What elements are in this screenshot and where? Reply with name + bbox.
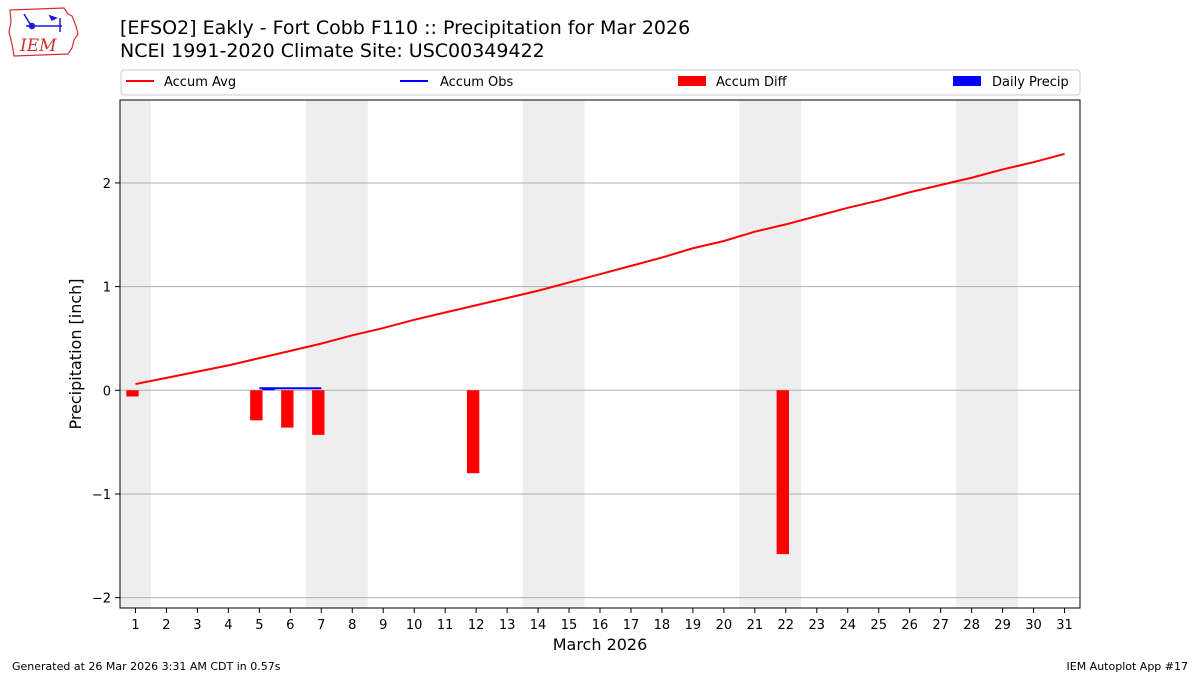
x-tick-label: 21 [747, 618, 764, 633]
title-line-1: [EFSO2] Eakly - Fort Cobb F110 :: Precip… [120, 17, 691, 39]
weekend-shading [120, 100, 1019, 608]
legend-label-accum-obs: Accum Obs [440, 75, 513, 90]
footer-app: IEM Autoplot App #17 [1066, 660, 1189, 673]
x-tick-label: 27 [932, 618, 949, 633]
iem-logo-text: IEM [19, 36, 57, 56]
x-tick-label: 25 [870, 618, 887, 633]
weather-station-icon [23, 13, 62, 32]
weekend-band-3 [739, 100, 802, 608]
accum-diff-bar [466, 390, 480, 474]
accum-diff-bar [281, 390, 294, 428]
x-tick-label: 2 [162, 618, 170, 633]
x-tick-label: 23 [809, 618, 826, 633]
x-tick-label: 9 [379, 618, 387, 633]
x-tick-label: 24 [839, 618, 856, 633]
x-tick-label: 22 [778, 618, 795, 633]
y-tick-label: 2 [103, 177, 111, 192]
x-tick-label: 3 [193, 618, 201, 633]
y-tick-label: 0 [103, 384, 111, 399]
series-lines [135, 152, 1065, 390]
x-tick-label: 14 [530, 618, 547, 633]
x-tick-label: 20 [716, 618, 733, 633]
x-tick-label: 28 [963, 618, 980, 633]
x-tick-label: 6 [286, 618, 294, 633]
weekend-band-0 [120, 100, 151, 608]
x-tick-label: 15 [561, 618, 578, 633]
iem-logo: IEM [8, 7, 79, 57]
footer-generated: Generated at 26 Mar 2026 3:31 AM CDT in … [12, 660, 281, 673]
x-tick-label: 4 [224, 618, 232, 633]
x-tick-label: 11 [437, 618, 454, 633]
legend-swatch-daily-precip [953, 76, 981, 86]
x-axis-ticks: 1 2 3 4 5 6 7 8 9 10 11 12 13 14 15 16 17 18 19 20 21 22 23 24 2… [131, 608, 1073, 633]
legend-label-accum-avg: Accum Avg [164, 75, 236, 90]
accum-diff-bar [250, 390, 263, 421]
x-tick-label: 16 [592, 618, 609, 633]
y-gridlines [120, 182, 1080, 599]
x-tick-label: 5 [255, 618, 263, 633]
weekend-band-2 [522, 100, 585, 608]
x-tick-label: 10 [406, 618, 423, 633]
x-tick-label: 8 [348, 618, 356, 633]
legend-label-daily-precip: Daily Precip [992, 75, 1069, 90]
accum-diff-bar [126, 390, 139, 397]
x-tick-label: 31 [1056, 618, 1073, 633]
y-axis-ticks: −2 −1 0 1 2 [92, 177, 120, 607]
x-tick-label: 29 [994, 618, 1011, 633]
x-tick-label: 17 [623, 618, 640, 633]
x-tick-label: 18 [654, 618, 671, 633]
title-line-2: NCEI 1991-2020 Climate Site: USC00349422 [120, 40, 545, 62]
accum-avg-line [135, 152, 1065, 386]
weekend-band-4 [956, 100, 1019, 608]
x-tick-label: 7 [317, 618, 325, 633]
x-tick-label: 19 [685, 618, 702, 633]
accum-diff-bar [776, 390, 789, 555]
accum-diff-bar [312, 390, 325, 435]
plot-frame [119, 99, 1081, 609]
y-tick-label: −1 [92, 488, 111, 503]
daily-precip-bar [262, 388, 275, 391]
legend: Accum Avg Accum Obs Accum Diff Daily Pre… [120, 69, 1081, 96]
x-tick-label: 13 [499, 618, 516, 633]
x-axis-label: March 2026 [553, 635, 648, 654]
legend-swatch-accum-diff [678, 76, 706, 86]
x-tick-label: 30 [1025, 618, 1042, 633]
y-tick-label: −2 [92, 592, 111, 607]
legend-box [120, 69, 1081, 96]
x-tick-label: 1 [131, 618, 139, 633]
legend-label-accum-diff: Accum Diff [716, 75, 788, 90]
x-tick-label: 12 [468, 618, 485, 633]
x-tick-label: 26 [901, 618, 918, 633]
y-axis-label: Precipitation [inch] [66, 278, 85, 429]
y-tick-label: 1 [103, 281, 111, 296]
diff-bars [126, 388, 789, 555]
weekend-band-1 [305, 100, 368, 608]
